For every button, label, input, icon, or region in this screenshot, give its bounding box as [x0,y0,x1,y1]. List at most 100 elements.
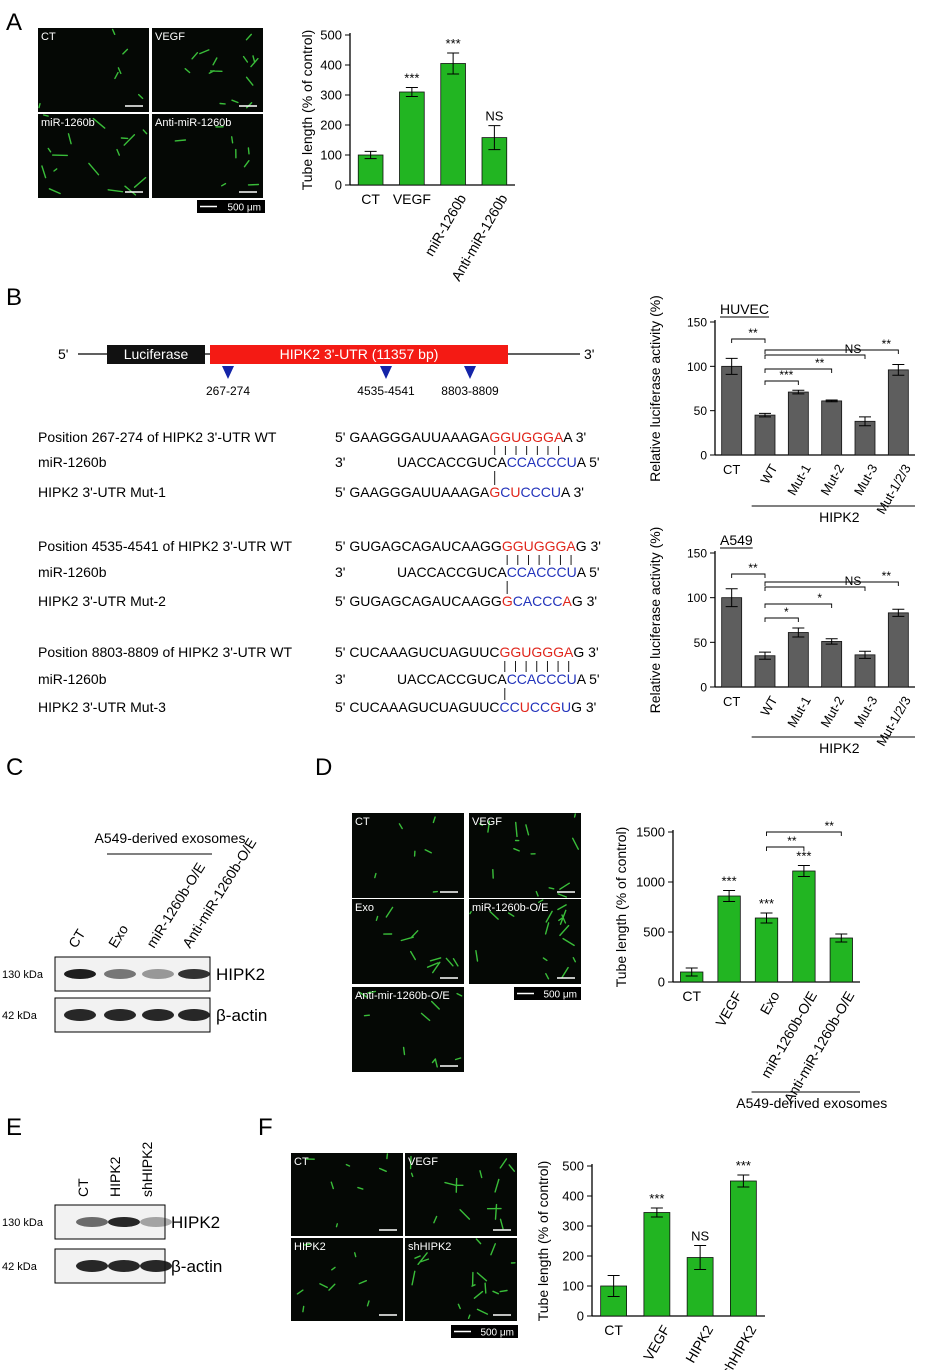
row-label: miR-1260b [38,454,107,470]
error-bar [737,1174,750,1188]
micrograph-field [352,987,464,1072]
micrograph-label: shHIPK2 [408,1241,451,1253]
sequence-segment: G 3' [576,538,601,554]
bar [357,154,384,186]
sequence: 5' GUGAGCAGAUCAAGGGGUGGGAG 3' [335,538,601,554]
blot-band [142,969,174,979]
micrograph-label: miR-1260b [41,117,95,129]
error-bar [892,608,905,617]
protein-label: β-actin [216,1006,267,1025]
sequence-segment: 5' GAAGGGAUUAAAGA [335,484,490,500]
bracket [764,603,833,608]
lane-label: HIPK2 [107,1156,123,1197]
tube-network [296,1243,370,1313]
significance: *** [796,849,811,864]
y-tick-label: 0 [577,1309,584,1324]
y-tick-label: 100 [687,591,707,605]
significance: NS [691,1229,709,1244]
y-tick-label: 100 [687,360,707,374]
y-tick-label: 0 [335,178,342,193]
error-bar [447,52,460,75]
chart-title: HUVEC [720,301,769,317]
sequence-segment: A [563,593,573,609]
site-label: 4535-4541 [357,384,415,398]
bar [721,597,743,688]
error-bar [405,87,418,97]
y-axis-label: Tube length (% of control) [535,1161,551,1322]
error-bar [825,638,838,645]
scale-bar-box [451,1325,518,1338]
size-marker: 130 kDa [2,969,44,981]
scale-bar-label: 500 μm [543,990,577,1001]
sequence-segment: 3' [335,564,345,580]
error-bar [723,890,736,902]
sequence-segment: UACCACCGUCA [397,564,507,580]
sequence-segment: 5' CUCAAAGUCUAGUUC [335,644,499,660]
blot-band [64,969,96,979]
y-tick-label: 400 [320,58,342,73]
row-label: HIPK2 3'-UTR Mut-3 [38,699,166,715]
bracket [764,354,866,359]
sequence-segment: G 3' [571,699,596,715]
tube-network [184,33,259,109]
bracket [764,617,799,622]
micrograph: VEGF [405,1153,517,1236]
row-label: miR-1260b [38,671,107,687]
sequence-segment: C [500,484,510,500]
row-label: miR-1260b [38,564,107,580]
blot-band [178,1009,210,1021]
error-bar [835,933,848,943]
site-marker [464,366,476,379]
bracket-label: ** [748,561,758,575]
sequence-segment: CCCU [521,484,561,500]
sequence-segment: U [561,699,571,715]
x-tick-label: CT [723,694,740,709]
y-tick-label: 0 [700,449,707,463]
sequence-segment: 5' GUGAGCAGAUCAAGG [335,538,502,554]
sequence-segment: G 3' [573,644,598,660]
tube-network [374,816,438,893]
error-bar [725,588,738,608]
tube-network [305,1153,389,1228]
utr-label: HIPK2 3'-UTR (11357 bp) [280,346,439,362]
bracket-label: * [817,591,822,605]
bar [721,365,743,456]
micrograph-label: VEGF [155,31,185,43]
significance: *** [446,36,461,51]
sequence-segment: UACCACCGUCA [397,671,507,687]
bar [787,632,809,688]
sequence-segment: G [489,484,500,500]
x-tick-label: CT [723,462,740,477]
sequence: 3' UACCACCGUCACCACCCUA 5' [335,454,600,470]
micrograph: VEGF [469,813,581,898]
bar [754,655,776,688]
micrograph-label: CT [41,31,56,43]
chart-title: A549 [720,532,753,548]
bracket-label: ** [825,819,835,833]
micrograph: CT [352,813,464,898]
micrograph-label: VEGF [472,816,502,828]
bar [829,937,853,983]
row-label: Position 4535-4541 of HIPK2 3'-UTR WT [38,538,292,554]
tube-network [38,28,144,109]
bar [854,420,876,456]
y-axis-label: Relative luciferase activity (%) [647,527,663,714]
error-bar [759,651,771,660]
bar [821,400,843,456]
significance: *** [649,1191,664,1206]
micrograph-field [291,1238,403,1321]
y-tick-label: 500 [643,925,665,940]
bracket-label: ** [787,834,797,848]
micrograph: Anti-miR-1260b [152,114,263,198]
x-tick-label: CT [604,1322,623,1338]
sequence: 3' UACCACCGUCACCACCCUA 5' [335,564,600,580]
y-tick-label: 100 [562,1279,584,1294]
y-tick-label: 300 [320,88,342,103]
row-label: HIPK2 3'-UTR Mut-1 [38,484,166,500]
bracket-label: NS [845,342,862,356]
sequence-segment: A 3' [561,484,584,500]
error-bar [792,389,805,395]
micrograph-field [291,1153,403,1236]
panel-letter: A [6,9,22,36]
